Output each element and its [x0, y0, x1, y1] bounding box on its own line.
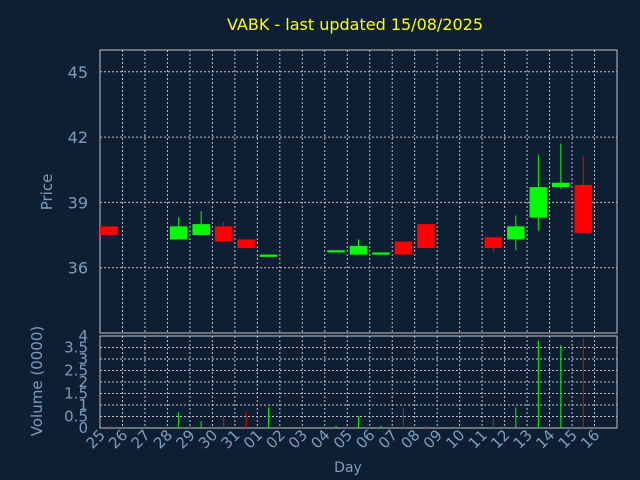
candle-body — [327, 250, 345, 253]
candle-body — [552, 182, 570, 188]
volume-tick-label: 2.5 — [64, 362, 88, 380]
volume-tick-label: 2 — [78, 373, 88, 391]
candle-body — [169, 226, 188, 240]
price-axis-label: Price — [38, 174, 56, 211]
candle-body — [372, 252, 390, 255]
volume-tick-label: 1.5 — [64, 385, 88, 403]
volume-tick-label: 1 — [78, 396, 88, 414]
candle-body — [214, 226, 233, 242]
candle-body — [574, 184, 593, 233]
volume-tick-label: 0.5 — [64, 408, 88, 426]
candle-body — [349, 245, 368, 255]
candle-body — [259, 254, 278, 257]
price-grid — [100, 50, 618, 333]
candle-body — [237, 239, 255, 249]
candle-body — [484, 237, 503, 249]
volume-tick-label: 4 — [78, 327, 88, 345]
x-tick-labels: 2526272829303101020304050607080910111213… — [83, 426, 604, 452]
price-tick-label: 45 — [68, 63, 88, 82]
candle-body — [394, 241, 413, 255]
chart-title: VABK - last updated 15/08/2025 — [227, 15, 483, 34]
price-tick-label: 42 — [68, 128, 88, 147]
price-tick-label: 36 — [68, 259, 88, 278]
volume-bars — [110, 338, 584, 428]
price-tick-labels: 36 39 42 45 — [68, 63, 88, 278]
volume-tick-label: 0 — [78, 419, 88, 437]
candle-body — [507, 226, 525, 240]
volume-tick-label: 3 — [78, 350, 88, 368]
candle-body — [417, 224, 435, 249]
volume-grid — [100, 335, 618, 429]
volume-axis-label: Volume (0000) — [28, 326, 46, 436]
price-tick-label: 39 — [68, 193, 88, 212]
candle-body — [192, 224, 210, 236]
volume-tick-labels: 00.511.522.533.54 — [64, 327, 88, 437]
candles — [100, 143, 593, 257]
volume-tick-label: 3.5 — [64, 339, 88, 357]
x-axis-label: Day — [334, 460, 362, 476]
candle-body — [529, 187, 548, 218]
x-tick-label: 16 — [577, 426, 603, 452]
candle-body — [100, 226, 119, 236]
